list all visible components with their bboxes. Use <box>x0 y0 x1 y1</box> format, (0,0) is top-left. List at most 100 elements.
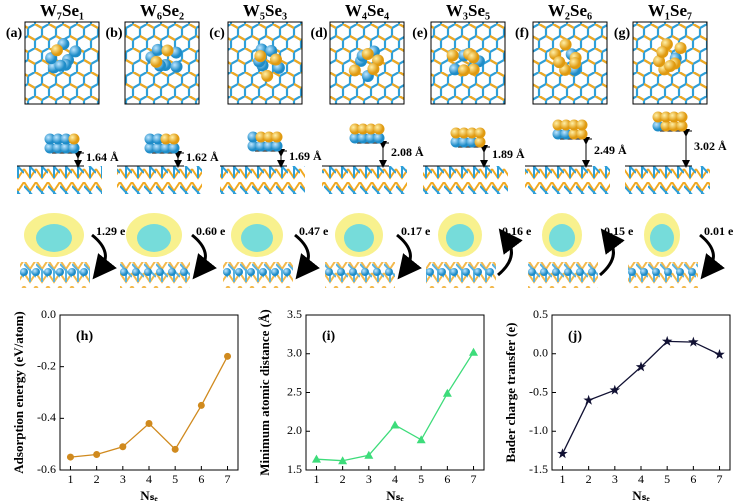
charge-label: 0.17 e <box>401 224 431 238</box>
data-line <box>561 340 720 454</box>
charge-density <box>628 213 725 288</box>
w-atom <box>160 142 172 154</box>
se-atom <box>553 56 566 69</box>
w-atom <box>235 268 243 276</box>
lattice <box>430 21 506 105</box>
se-atom <box>576 128 588 140</box>
se-atom <box>467 51 480 64</box>
x-tick-label: 5 <box>664 472 670 486</box>
charge-density <box>426 213 523 288</box>
data-point <box>635 361 647 372</box>
w-atom <box>152 142 164 154</box>
density-substrate <box>325 262 395 288</box>
data-point <box>583 394 594 405</box>
se-atom <box>559 38 572 51</box>
y-tick-label: 0.5 <box>533 307 548 321</box>
w-atom <box>449 63 462 76</box>
top-view <box>329 21 405 105</box>
w-atom <box>52 133 64 145</box>
charge-label: 0.01 e <box>704 224 734 238</box>
se-atom <box>458 127 470 139</box>
se-atom <box>361 48 374 61</box>
height-label: 1.62 Å <box>186 150 219 164</box>
top-view <box>430 21 506 105</box>
y-axis-label: Adsorption energy (eV/atom) <box>11 311 26 473</box>
w-atom <box>325 268 333 276</box>
se-atom <box>676 111 688 123</box>
charge-arrow <box>294 233 320 280</box>
substrate <box>117 166 202 194</box>
se-atom <box>668 120 680 132</box>
data-point <box>661 335 673 346</box>
w-atom <box>44 268 52 276</box>
x-tick-label: 5 <box>418 472 424 486</box>
se-atom <box>674 41 687 54</box>
w-atom <box>373 132 385 144</box>
se-atom <box>160 133 172 145</box>
se-atom <box>254 50 267 63</box>
w-atom <box>52 142 64 154</box>
x-axis-label: Nₛₑ <box>632 488 650 503</box>
density-cyan <box>344 224 374 252</box>
side-view <box>525 119 610 194</box>
w-atom <box>170 60 183 73</box>
lattice <box>329 21 405 105</box>
data-point <box>311 454 321 463</box>
w-atom <box>44 133 56 145</box>
se-atom <box>357 123 369 135</box>
se-atom <box>68 133 80 145</box>
w-atom <box>652 268 660 276</box>
w-atom <box>54 59 67 72</box>
se-atom <box>467 63 480 76</box>
se-atom <box>348 64 361 77</box>
panel-title: W₂Se₆ <box>548 1 592 20</box>
x-tick-label: 7 <box>225 472 231 486</box>
w-atom <box>156 268 164 276</box>
w-atom <box>438 268 446 276</box>
w-atom <box>676 268 684 276</box>
w-atom <box>60 133 72 145</box>
y-tick-label: 0.0 <box>533 346 548 360</box>
w-atom <box>259 268 267 276</box>
height-label: 1.69 Å <box>289 149 322 163</box>
charge-label: 1.29 e <box>96 224 126 238</box>
x-tick-label: 6 <box>444 472 450 486</box>
w-atom <box>552 268 560 276</box>
x-tick-label: 5 <box>172 472 178 486</box>
x-tick-label: 4 <box>638 472 644 486</box>
w-atom <box>349 132 361 144</box>
x-tick-label: 7 <box>471 472 477 486</box>
panel-title: W₄Se₄ <box>345 1 389 20</box>
x-tick-label: 6 <box>198 472 204 486</box>
w-atom <box>357 132 369 144</box>
w-atom <box>44 142 56 154</box>
x-tick-label: 1 <box>559 472 565 486</box>
density-substrate <box>20 262 90 288</box>
data-point <box>416 435 426 444</box>
w-atom <box>640 268 648 276</box>
panel-title: W₁Se₇ <box>648 1 692 20</box>
x-axis-label: Nₛₑ <box>140 488 158 503</box>
w-atom <box>688 268 696 276</box>
y-tick-label: 0.0 <box>41 307 56 321</box>
w-atom <box>144 133 156 145</box>
w-atom <box>271 268 279 276</box>
w-atom <box>426 268 434 276</box>
charge-arrow <box>91 233 117 280</box>
se-atom <box>653 55 666 68</box>
se-atom <box>50 44 63 57</box>
data-point <box>224 352 232 360</box>
w-atom <box>151 43 164 56</box>
se-atom <box>168 133 180 145</box>
panel-label: (f) <box>515 26 529 41</box>
w-atom <box>247 131 259 143</box>
panel-label: (g) <box>614 26 631 41</box>
w-atom <box>373 268 381 276</box>
panel-label: (i) <box>322 329 336 344</box>
se-atom <box>446 49 459 62</box>
se-atom <box>668 111 680 123</box>
panel-title: W₆Se₂ <box>140 1 184 20</box>
y-tick-label: -1.0 <box>529 423 548 437</box>
w-atom <box>120 268 128 276</box>
